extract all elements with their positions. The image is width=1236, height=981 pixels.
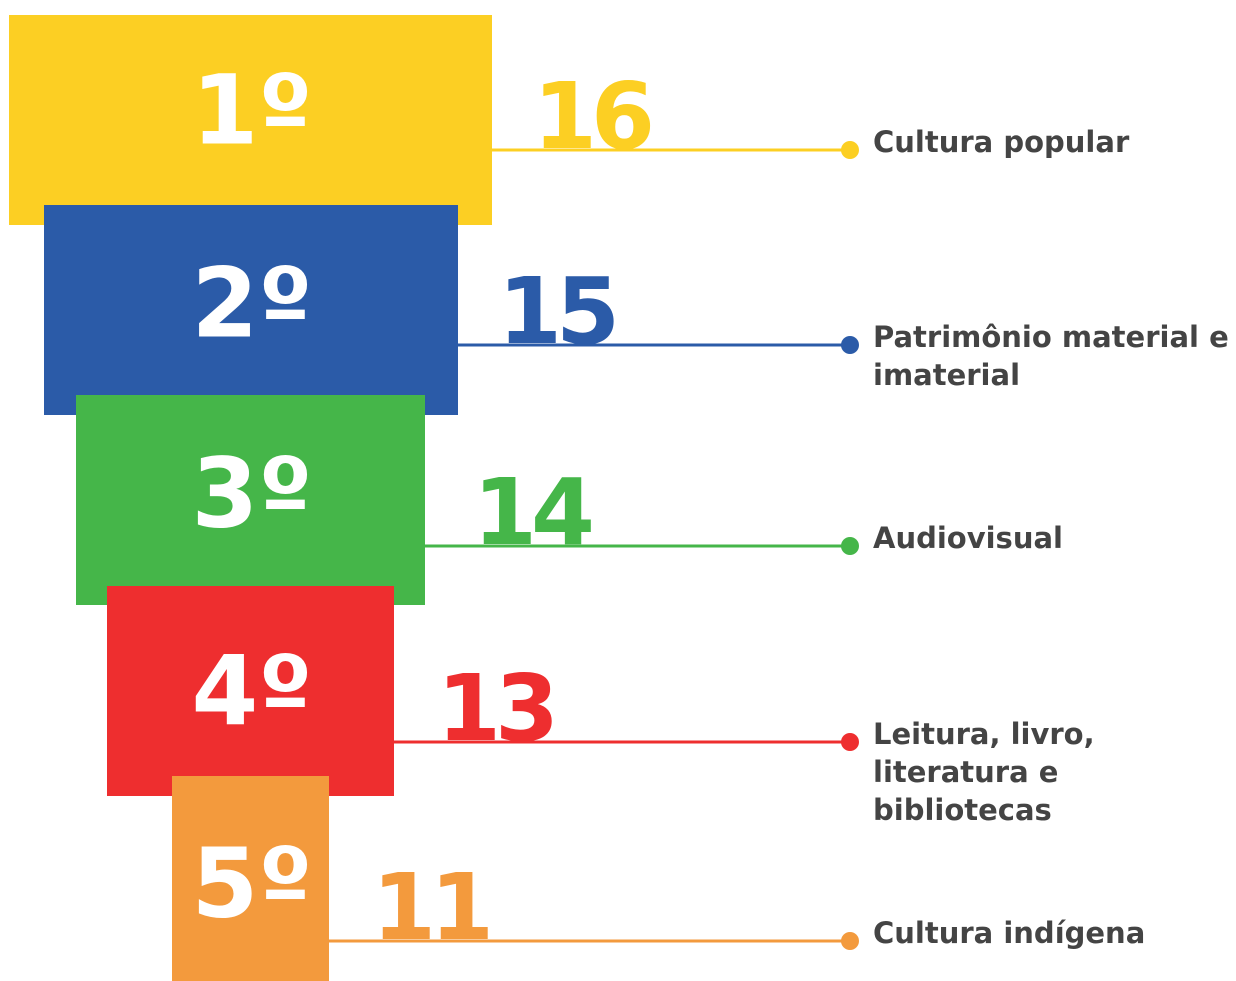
rank-block (107, 586, 394, 796)
label: Cultura popular (873, 125, 1130, 159)
rank-block (76, 395, 425, 605)
label: Patrimônio material e imaterial (873, 320, 1229, 392)
rank-block (9, 15, 492, 225)
value: 11 (372, 854, 488, 961)
dot (841, 932, 859, 950)
rank-block (172, 776, 329, 981)
dot (841, 537, 859, 555)
rank: 5º (192, 827, 313, 939)
rank-block (44, 205, 458, 415)
value: 14 (473, 459, 591, 566)
value: 15 (498, 258, 614, 365)
label: Audiovisual (873, 521, 1063, 555)
value: 13 (437, 655, 553, 762)
dot (841, 336, 859, 354)
label: Leitura, livro, literatura e bibliotecas (873, 717, 1095, 827)
label: Cultura indígena (873, 916, 1146, 950)
dot (841, 733, 859, 751)
rank: 2º (192, 247, 313, 359)
dot (841, 141, 859, 159)
rank: 4º (192, 635, 313, 747)
rank: 3º (192, 437, 313, 549)
rank: 1º (192, 54, 313, 166)
value: 16 (533, 63, 651, 170)
